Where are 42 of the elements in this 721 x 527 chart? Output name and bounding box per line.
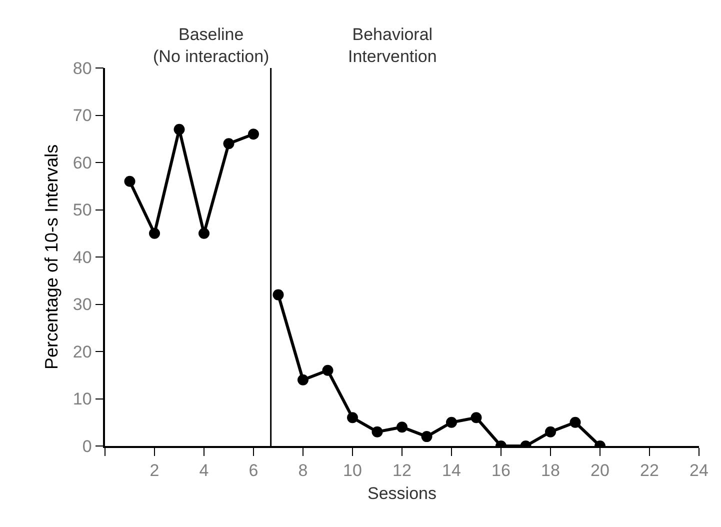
- y-tick-label: 20: [72, 342, 92, 362]
- y-tick-label: 80: [72, 58, 92, 78]
- x-tick-label: 16: [492, 461, 510, 480]
- point: [149, 228, 160, 239]
- point: [470, 412, 482, 424]
- y-tick-label: 10: [72, 390, 92, 409]
- point: [446, 416, 457, 428]
- point: [272, 289, 284, 300]
- x-tick-label: 6: [248, 461, 258, 480]
- x-tick-label: 2: [150, 461, 160, 480]
- point: [223, 138, 234, 150]
- x-tick-label: 4: [199, 461, 209, 480]
- x-tick-label: 22: [640, 461, 659, 480]
- point: [545, 426, 556, 438]
- point: [248, 128, 259, 140]
- x-tick-label: 12: [392, 461, 412, 480]
- y-tick-label: 40: [72, 248, 92, 267]
- y-tick-label: 50: [72, 200, 92, 220]
- x-tick-label: 14: [442, 461, 461, 480]
- x-tick-label: 8: [298, 461, 308, 480]
- text: Baseline (No interaction): [153, 25, 270, 66]
- point: [570, 416, 581, 428]
- point: [198, 228, 210, 239]
- point: [124, 176, 136, 187]
- x-tick-label: 18: [541, 461, 560, 480]
- y-tick-label: 70: [72, 106, 92, 126]
- y-tick-label: 60: [72, 153, 92, 172]
- x-tick-label: 24: [690, 461, 708, 480]
- y-tick-label: 0: [82, 436, 92, 456]
- point: [421, 431, 432, 442]
- x-tick-label: 10: [343, 461, 362, 480]
- point: [396, 422, 408, 433]
- y-tick-label: 30: [72, 295, 92, 314]
- y-axis-title: Percentage of 10-s Intervals: [42, 144, 62, 370]
- x-axis-title: Sessions: [368, 484, 436, 504]
- text: Behavioral Intervention: [348, 25, 437, 66]
- point: [372, 426, 383, 438]
- point: [298, 374, 308, 386]
- point: [322, 364, 334, 376]
- point: [174, 124, 185, 135]
- x-tick-label: 20: [590, 461, 610, 480]
- point: [347, 412, 358, 424]
